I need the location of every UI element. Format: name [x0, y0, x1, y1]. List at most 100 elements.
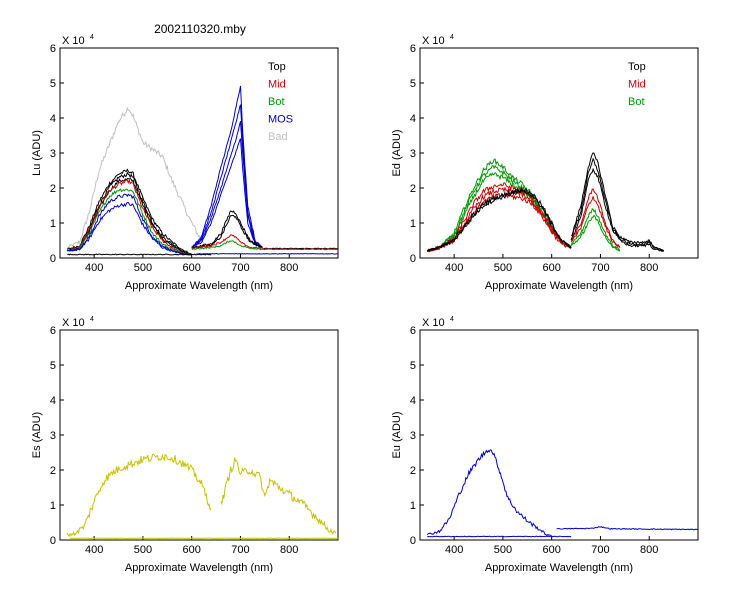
series-line-16: [191, 240, 263, 251]
chart-es: 0 1 2 3 4 5 6 400 500 600 700 800 X 10 4 Approximate W…: [31, 316, 339, 574]
series-line-4: [427, 186, 572, 253]
x-axis-label: Approximate Wavelength (nm): [485, 280, 633, 292]
y-tick-label: 3: [410, 148, 416, 160]
exponent-label: X 10: [62, 35, 85, 47]
y-tick-label: 3: [50, 148, 56, 160]
x-tick-label: 500: [134, 262, 152, 274]
y-tick-label: 6: [50, 43, 56, 55]
exponent-power: 4: [450, 34, 454, 41]
y-tick-label: 1: [410, 218, 416, 230]
y-tick-label: 2: [50, 465, 56, 477]
series-line-8: [570, 152, 664, 252]
y-tick-label: 0: [410, 253, 416, 265]
y-tick-label: 0: [50, 535, 56, 547]
x-tick-label: 700: [231, 544, 249, 556]
y-tick-label: 3: [410, 430, 416, 442]
x-tick-label: 700: [231, 262, 249, 274]
series-line-10: [191, 104, 263, 248]
x-axis-label: Approximate Wavelength (nm): [485, 562, 633, 574]
y-tick-label: 5: [50, 78, 56, 90]
series-line-14: [191, 215, 263, 249]
series-line-15: [191, 234, 263, 250]
legend-entry: Top: [628, 61, 646, 73]
x-tick-label: 600: [543, 544, 561, 556]
x-tick-label: 400: [85, 262, 103, 274]
legend-entry: Bad: [268, 131, 288, 143]
y-tick-label: 4: [410, 113, 416, 125]
x-tick-label: 400: [445, 262, 463, 274]
series-line-0: [66, 106, 212, 250]
series-line-12: [191, 138, 263, 249]
series-line-18: [262, 248, 338, 251]
y-tick-label: 2: [410, 465, 416, 477]
series-line-4: [67, 178, 192, 256]
legend-entry: MOS: [268, 114, 293, 126]
legend-entry: Top: [268, 61, 286, 73]
y-tick-label: 6: [410, 43, 416, 55]
series-line-2: [69, 537, 338, 540]
y-tick-label: 0: [50, 253, 56, 265]
chart-ed: 0 1 2 3 4 5 6 400 500 600 700 800 X 10 4 Approximate W…: [391, 34, 699, 292]
series-line-8: [67, 253, 212, 256]
x-tick-label: 600: [183, 262, 201, 274]
series-group: [66, 85, 338, 256]
series-line-11: [191, 121, 263, 248]
y-axis-label: Ed (ADU): [391, 129, 403, 176]
exponent-label: X 10: [422, 35, 445, 47]
y-tick-label: 1: [50, 218, 56, 230]
legend-entry: Mid: [268, 79, 286, 91]
y-tick-label: 3: [50, 430, 56, 442]
x-tick-label: 800: [640, 544, 658, 556]
series-line-14: [570, 214, 621, 252]
series-line-17: [262, 247, 338, 250]
series-line-19: [196, 252, 338, 255]
y-tick-label: 5: [410, 360, 416, 372]
plot-frame: [59, 329, 339, 541]
y-tick-label: 0: [410, 535, 416, 547]
y-tick-label: 6: [410, 325, 416, 337]
series-line-9: [570, 157, 664, 252]
page-title: 2002110320.mby: [154, 22, 246, 36]
exponent-label: X 10: [422, 317, 445, 329]
x-tick-label: 600: [543, 262, 561, 274]
x-tick-label: 500: [494, 544, 512, 556]
y-tick-label: 5: [50, 360, 56, 372]
y-tick-label: 1: [410, 500, 416, 512]
x-tick-label: 700: [591, 262, 609, 274]
series-line-10: [570, 167, 665, 253]
exponent-power: 4: [90, 316, 94, 323]
series-group: [66, 453, 338, 540]
series-line-0: [427, 158, 572, 253]
legend-entry: Mid: [628, 79, 646, 91]
series-line-1: [427, 164, 572, 252]
plot-frame: [419, 329, 699, 541]
series-group: [426, 152, 665, 253]
y-tick-label: 6: [50, 325, 56, 337]
series-line-2: [556, 526, 698, 531]
x-axis-label: Approximate Wavelength (nm): [125, 562, 273, 574]
x-tick-label: 800: [280, 262, 298, 274]
series-line-5: [67, 188, 192, 256]
y-tick-label: 4: [50, 395, 56, 407]
y-tick-label: 5: [410, 78, 416, 90]
chart-eu: 0 1 2 3 4 5 6 400 500 600 700 800 X 10 4 Approximate W…: [391, 316, 699, 574]
x-tick-label: 700: [591, 544, 609, 556]
exponent-power: 4: [90, 34, 94, 41]
legend-entry: Bot: [268, 96, 285, 108]
x-axis-label: Approximate Wavelength (nm): [125, 280, 273, 292]
exponent-power: 4: [450, 316, 454, 323]
series-line-7: [427, 189, 572, 252]
series-line-13: [570, 208, 621, 250]
series-line-1: [220, 457, 337, 535]
series-line-0: [66, 453, 212, 538]
series-line-0: [426, 449, 553, 537]
series-line-9: [191, 85, 263, 248]
y-tick-label: 4: [410, 395, 416, 407]
legend-entry: Bot: [628, 96, 645, 108]
series-group: [426, 449, 698, 538]
x-tick-label: 800: [280, 544, 298, 556]
plot-frame: [59, 47, 339, 259]
x-tick-label: 400: [445, 544, 463, 556]
series-line-1: [66, 168, 193, 255]
